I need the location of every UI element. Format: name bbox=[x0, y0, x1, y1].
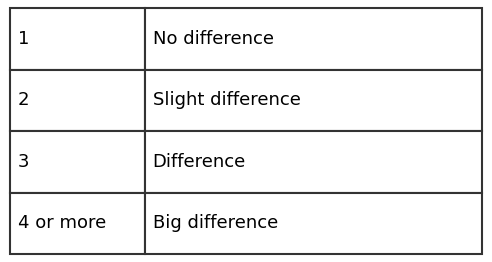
Bar bbox=[145, 193, 482, 254]
Text: No difference: No difference bbox=[153, 30, 274, 48]
Bar bbox=[145, 131, 482, 193]
Bar bbox=[10, 69, 145, 131]
Bar bbox=[145, 8, 482, 69]
Bar bbox=[10, 193, 145, 254]
Text: 1: 1 bbox=[18, 30, 30, 48]
Text: Big difference: Big difference bbox=[153, 214, 278, 232]
Text: 4 or more: 4 or more bbox=[18, 214, 106, 232]
Bar bbox=[10, 131, 145, 193]
Bar bbox=[10, 8, 145, 69]
Text: 2: 2 bbox=[18, 91, 30, 109]
Text: 3: 3 bbox=[18, 153, 30, 171]
Text: Slight difference: Slight difference bbox=[153, 91, 301, 109]
Text: Difference: Difference bbox=[153, 153, 246, 171]
Bar bbox=[145, 69, 482, 131]
